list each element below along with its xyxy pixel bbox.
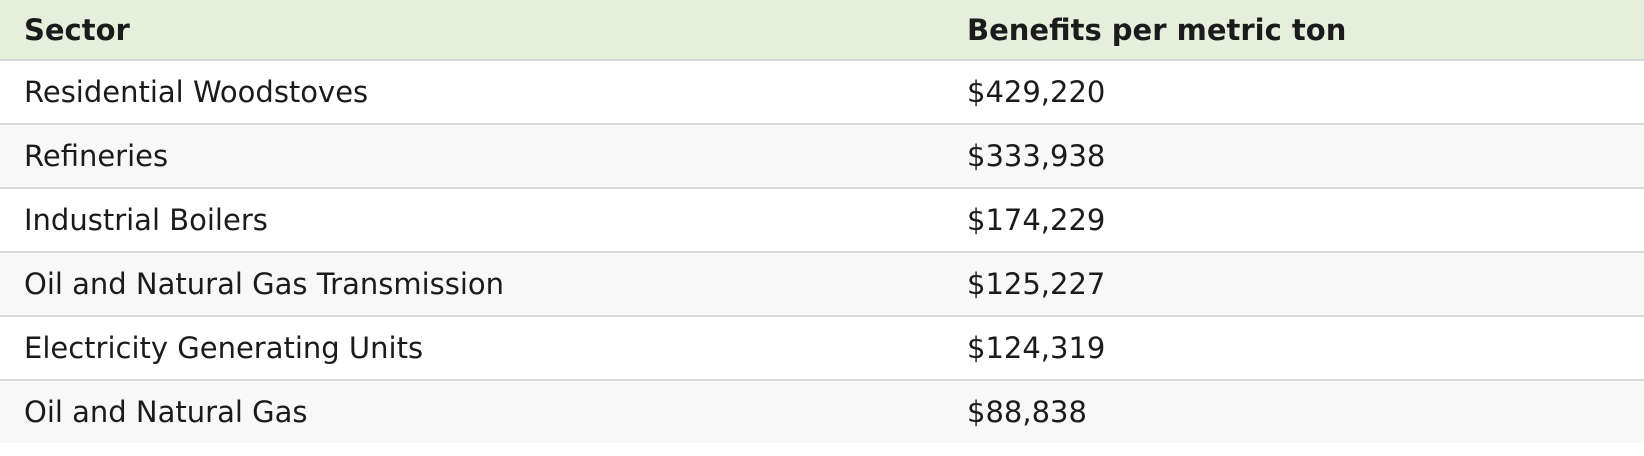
benefit-cell: $124,319 xyxy=(943,316,1644,381)
benefits-table: Sector Benefits per metric ton Residenti… xyxy=(0,0,1644,443)
table-row: Industrial Boilers $174,229 xyxy=(0,188,1644,253)
table-row: Refineries $333,938 xyxy=(0,124,1644,189)
table-row: Residential Woodstoves $429,220 xyxy=(0,60,1644,125)
sector-cell: Oil and Natural Gas xyxy=(24,395,308,429)
benefit-cell: $88,838 xyxy=(967,395,1087,429)
sector-cell: Residential Woodstoves xyxy=(0,60,943,125)
table-header: Sector Benefits per metric ton xyxy=(0,0,1644,61)
sector-cell: Refineries xyxy=(0,124,943,189)
table-row: Oil and Natural Gas $88,838 xyxy=(0,380,1644,443)
sector-cell: Oil and Natural Gas Transmission xyxy=(0,252,943,317)
table-body: Residential Woodstoves $429,220 Refineri… xyxy=(0,60,1644,443)
table-row: Oil and Natural Gas Transmission $125,22… xyxy=(0,252,1644,317)
benefit-cell: $125,227 xyxy=(943,252,1644,317)
table-row: Electricity Generating Units $124,319 xyxy=(0,316,1644,381)
benefit-cell: $174,229 xyxy=(943,188,1644,253)
benefit-cell: $333,938 xyxy=(943,124,1644,189)
column-header-benefits: Benefits per metric ton xyxy=(943,0,1644,61)
sector-cell: Electricity Generating Units xyxy=(0,316,943,381)
benefit-cell: $429,220 xyxy=(943,60,1644,125)
column-header-sector: Sector xyxy=(0,0,943,61)
header-row: Sector Benefits per metric ton xyxy=(0,0,1644,61)
sector-cell: Industrial Boilers xyxy=(0,188,943,253)
